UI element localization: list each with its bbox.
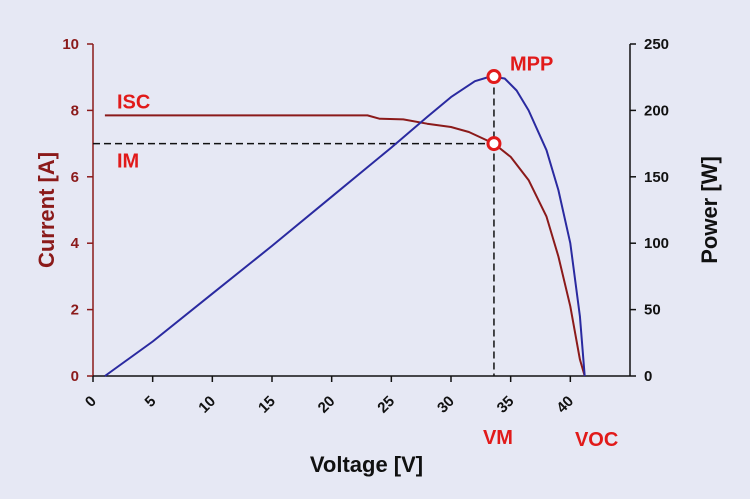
- right-tick-label: 0: [644, 368, 652, 385]
- x-tick-label: 5: [142, 393, 160, 411]
- right-axis-title: Power [W]: [697, 156, 722, 264]
- right-tick-label: 50: [644, 302, 661, 319]
- point-markers: [486, 69, 502, 152]
- x-tick-label: 25: [374, 393, 398, 417]
- left-tick-label: 2: [71, 302, 79, 319]
- im-marker: [486, 136, 502, 152]
- im-label: IM: [117, 151, 139, 173]
- voc-label: VOC: [575, 429, 618, 451]
- x-tick-label: 30: [434, 393, 458, 417]
- axes: [87, 43, 636, 382]
- left-tick-label: 4: [71, 235, 80, 252]
- left-tick-label: 0: [71, 368, 79, 385]
- series-lines: [104, 75, 586, 377]
- x-tick-label: 35: [494, 393, 518, 417]
- x-tick-label: 40: [553, 393, 577, 417]
- right-tick-label: 100: [644, 235, 669, 252]
- isc-label: ISC: [117, 91, 150, 113]
- x-axis-title: Voltage [V]: [310, 452, 423, 477]
- left-axis-title: Current [A]: [34, 152, 59, 268]
- left-tick-label: 10: [62, 36, 79, 53]
- mpp-marker: [486, 69, 502, 85]
- left-tick-label: 8: [71, 102, 79, 119]
- mpp-label: MPP: [510, 54, 553, 76]
- x-tick-label: 10: [195, 393, 219, 417]
- vm-label: VM: [483, 427, 513, 449]
- left-tick-label: 6: [71, 169, 79, 186]
- right-tick-label: 150: [644, 169, 669, 186]
- mpp-guide-lines: [93, 76, 495, 376]
- right-tick-label: 250: [644, 36, 669, 53]
- current-curve: [104, 114, 586, 377]
- x-tick-label: 20: [315, 393, 339, 417]
- power-curve: [104, 75, 586, 377]
- x-tick-label: 0: [82, 393, 100, 411]
- right-tick-label: 200: [644, 102, 669, 119]
- x-tick-label: 15: [255, 393, 279, 417]
